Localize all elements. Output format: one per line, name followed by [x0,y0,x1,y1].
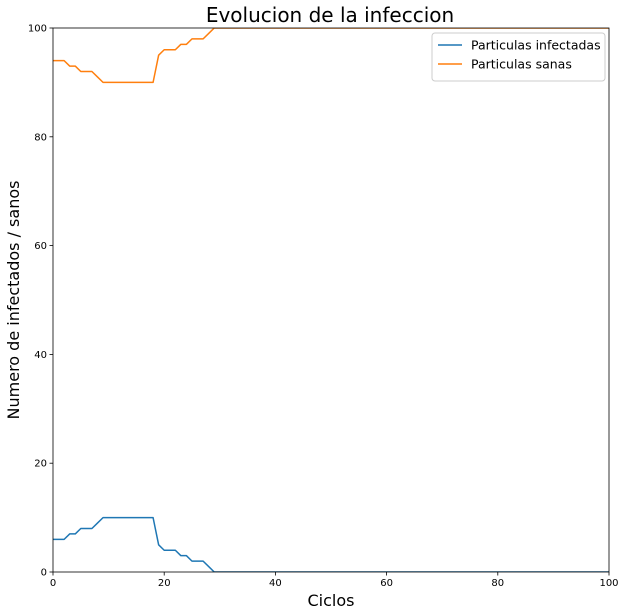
y-axis-title: Numero de infectados / sanos [4,181,23,420]
y-tick-label: 0 [41,568,47,579]
x-axis-title: Ciclos [308,591,355,610]
x-tick-label: 0 [50,578,56,589]
y-tick-label: 80 [34,132,47,143]
plot-area [53,28,609,572]
series-line-1 [53,516,609,572]
x-tick-label: 60 [380,578,393,589]
chart-title: Evolucion de la infeccion [206,3,454,27]
legend-box [431,32,606,82]
x-tick-label: 80 [491,578,504,589]
legend-label-2: Particulas sanas [471,57,572,72]
x-tick-label: 40 [269,578,282,589]
legend: Particulas infectadas Particulas sanas [431,32,606,82]
plot-frame [52,27,610,573]
y-tick-label: 60 [34,241,47,252]
axes: 0 20 40 60 80 100 0 20 40 60 80 100 [28,24,619,590]
y-tick-label: 100 [28,24,47,35]
series-line-2 [53,28,609,84]
y-tick-label: 20 [34,459,47,470]
y-tick-label: 40 [34,350,47,361]
legend-label-1: Particulas infectadas [471,38,601,53]
x-tick-label: 100 [599,578,618,589]
x-tick-label: 20 [158,578,171,589]
